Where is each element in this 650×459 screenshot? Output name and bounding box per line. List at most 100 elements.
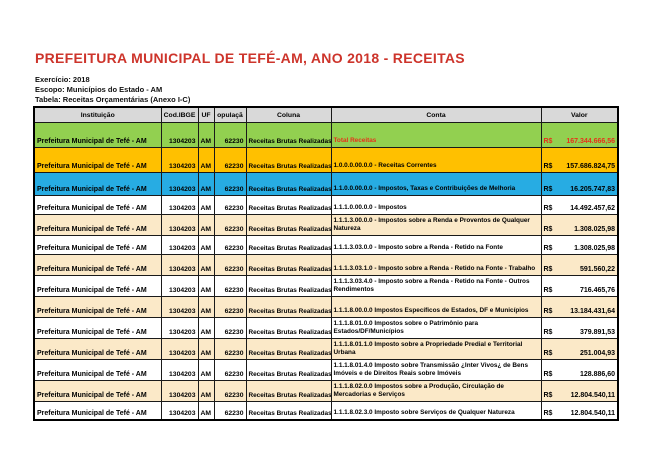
column-header-4: Coluna bbox=[245, 106, 332, 123]
cell-population: 62230 bbox=[213, 235, 247, 255]
cell-column: Receitas Brutas Realizadas bbox=[245, 275, 332, 297]
column-header-6: Valor bbox=[540, 106, 619, 123]
cell-value: R$ 12.804.540,11 bbox=[540, 380, 619, 402]
cell-population: 62230 bbox=[213, 275, 247, 297]
table-row: Prefeitura Municipal de Tefé - AM 1304203… bbox=[33, 235, 619, 255]
cell-value: R$ 167.344.666,56 bbox=[540, 122, 619, 148]
cell-ibge-code: 1304203 bbox=[160, 214, 199, 236]
cell-population: 62230 bbox=[213, 359, 247, 381]
cell-value: R$ 12.804.540,11 bbox=[540, 401, 619, 420]
value-amount: 1.308.025,98 bbox=[574, 226, 615, 233]
currency-symbol: R$ bbox=[543, 186, 553, 193]
cell-column: Receitas Brutas Realizadas bbox=[245, 317, 332, 339]
currency-symbol: R$ bbox=[543, 371, 553, 378]
cell-account: 1.1.1.8.01.1.0 Imposto sobre a Proprieda… bbox=[330, 338, 542, 360]
cell-value: R$ 716.465,76 bbox=[540, 275, 619, 297]
currency-symbol: R$ bbox=[543, 287, 553, 294]
cell-uf: AM bbox=[197, 122, 215, 148]
cell-value: R$ 13.184.431,64 bbox=[540, 296, 619, 318]
cell-column: Receitas Brutas Realizadas bbox=[245, 214, 332, 236]
cell-uf: AM bbox=[197, 317, 215, 339]
cell-ibge-code: 1304203 bbox=[160, 147, 199, 173]
column-header-5: Conta bbox=[330, 106, 542, 123]
cell-value: R$ 251.004,93 bbox=[540, 338, 619, 360]
table-row: Prefeitura Municipal de Tefé - AM 1304203… bbox=[33, 214, 619, 236]
cell-value: R$ 379.891,53 bbox=[540, 317, 619, 339]
value-amount: 167.344.666,56 bbox=[566, 138, 615, 145]
value-amount: 591.560,22 bbox=[579, 266, 615, 273]
cell-uf: AM bbox=[197, 275, 215, 297]
currency-symbol: R$ bbox=[543, 138, 553, 145]
cell-population: 62230 bbox=[213, 195, 247, 215]
cell-column: Receitas Brutas Realizadas bbox=[245, 122, 332, 148]
cell-uf: AM bbox=[197, 380, 215, 402]
cell-institution: Prefeitura Municipal de Tefé - AM bbox=[33, 317, 162, 339]
meta-escopo: Escopo: Municípios do Estado - AM bbox=[35, 85, 163, 94]
value-amount: 379.891,53 bbox=[579, 329, 615, 336]
currency-symbol: R$ bbox=[543, 308, 553, 315]
cell-ibge-code: 1304203 bbox=[160, 338, 199, 360]
cell-population: 62230 bbox=[213, 254, 247, 276]
cell-ibge-code: 1304203 bbox=[160, 380, 199, 402]
cell-ibge-code: 1304203 bbox=[160, 359, 199, 381]
document-meta: Exercício: 2018 Escopo: Municípios do Es… bbox=[35, 75, 190, 105]
cell-population: 62230 bbox=[213, 380, 247, 402]
cell-account: 1.1.1.3.00.0.0 - Impostos sobre a Renda … bbox=[330, 214, 542, 236]
cell-institution: Prefeitura Municipal de Tefé - AM bbox=[33, 235, 162, 255]
currency-symbol: R$ bbox=[543, 392, 553, 399]
cell-institution: Prefeitura Municipal de Tefé - AM bbox=[33, 338, 162, 360]
value-amount: 13.184.431,64 bbox=[570, 308, 615, 315]
table-row: Prefeitura Municipal de Tefé - AM 1304203… bbox=[33, 380, 619, 402]
cell-institution: Prefeitura Municipal de Tefé - AM bbox=[33, 401, 162, 420]
cell-institution: Prefeitura Municipal de Tefé - AM bbox=[33, 147, 162, 173]
currency-symbol: R$ bbox=[543, 205, 553, 212]
table-row: Prefeitura Municipal de Tefé - AM 1304203… bbox=[33, 147, 619, 173]
cell-column: Receitas Brutas Realizadas bbox=[245, 147, 332, 173]
currency-symbol: R$ bbox=[543, 245, 553, 252]
table-row: Prefeitura Municipal de Tefé - AM 1304203… bbox=[33, 401, 619, 420]
table-row: Prefeitura Municipal de Tefé - AM 1304203… bbox=[33, 195, 619, 215]
cell-column: Receitas Brutas Realizadas bbox=[245, 359, 332, 381]
currency-symbol: R$ bbox=[543, 226, 553, 233]
cell-account: 1.1.1.0.00.0.0 - Impostos bbox=[330, 195, 542, 215]
cell-account: 1.1.1.8.01.0.0 Impostos sobre o Patrimôn… bbox=[330, 317, 542, 339]
cell-value: R$ 14.492.457,62 bbox=[540, 195, 619, 215]
cell-value: R$ 128.886,60 bbox=[540, 359, 619, 381]
value-amount: 716.465,76 bbox=[579, 287, 615, 294]
value-amount: 128.886,60 bbox=[579, 371, 615, 378]
meta-tabela: Tabela: Receitas Orçamentárias (Anexo I-… bbox=[35, 95, 191, 104]
cell-column: Receitas Brutas Realizadas bbox=[245, 172, 332, 196]
cell-ibge-code: 1304203 bbox=[160, 275, 199, 297]
cell-ibge-code: 1304203 bbox=[160, 317, 199, 339]
table-row: Prefeitura Municipal de Tefé - AM 1304203… bbox=[33, 254, 619, 276]
cell-uf: AM bbox=[197, 401, 215, 420]
cell-uf: AM bbox=[197, 359, 215, 381]
cell-column: Receitas Brutas Realizadas bbox=[245, 401, 332, 420]
cell-population: 62230 bbox=[213, 401, 247, 420]
cell-value: R$ 16.205.747,83 bbox=[540, 172, 619, 196]
cell-institution: Prefeitura Municipal de Tefé - AM bbox=[33, 195, 162, 215]
cell-uf: AM bbox=[197, 147, 215, 173]
cell-institution: Prefeitura Municipal de Tefé - AM bbox=[33, 275, 162, 297]
cell-population: 62230 bbox=[213, 338, 247, 360]
cell-ibge-code: 1304203 bbox=[160, 401, 199, 420]
column-header-3: opulaçã bbox=[213, 106, 247, 123]
cell-population: 62230 bbox=[213, 214, 247, 236]
cell-account: 1.1.0.0.00.0.0 - Impostos, Taxas e Contr… bbox=[330, 172, 542, 196]
cell-column: Receitas Brutas Realizadas bbox=[245, 195, 332, 215]
value-amount: 16.205.747,83 bbox=[570, 186, 615, 193]
table-row: Prefeitura Municipal de Tefé - AM 1304203… bbox=[33, 122, 619, 148]
value-amount: 251.004,93 bbox=[579, 350, 615, 357]
value-amount: 157.686.824,75 bbox=[566, 163, 615, 170]
cell-institution: Prefeitura Municipal de Tefé - AM bbox=[33, 359, 162, 381]
cell-ibge-code: 1304203 bbox=[160, 254, 199, 276]
cell-population: 62230 bbox=[213, 296, 247, 318]
cell-uf: AM bbox=[197, 338, 215, 360]
revenue-table: Instituição Cod.IBGE UF opulaçã Coluna Conta V… bbox=[33, 106, 619, 421]
table-row: Prefeitura Municipal de Tefé - AM 1304203… bbox=[33, 338, 619, 360]
cell-account: 1.0.0.0.00.0.0 - Receitas Correntes bbox=[330, 147, 542, 173]
cell-institution: Prefeitura Municipal de Tefé - AM bbox=[33, 172, 162, 196]
currency-symbol: R$ bbox=[543, 329, 553, 336]
page-title: PREFEITURA MUNICIPAL DE TEFÉ-AM, ANO 201… bbox=[35, 50, 465, 66]
